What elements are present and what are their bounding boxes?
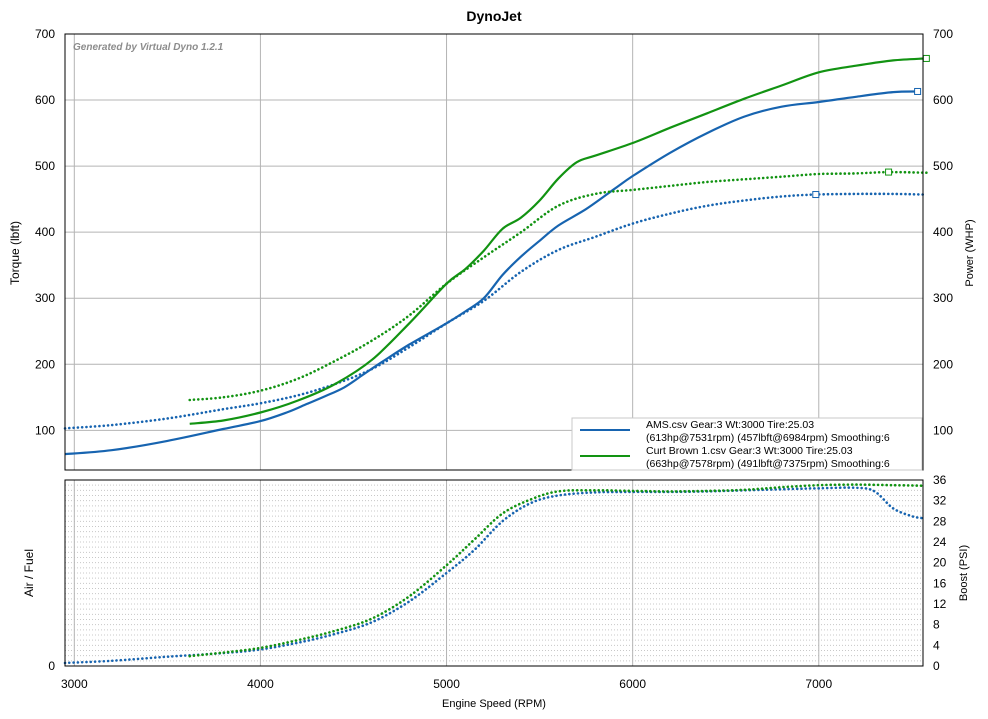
y-tick-label-right: 300 (933, 291, 953, 305)
y-axis-right-title: Boost (PSI) (958, 545, 970, 601)
series-line-boost (63, 486, 925, 665)
top-plot-area (65, 34, 923, 470)
legend-box (571, 417, 923, 471)
y-tick-label-left: 600 (35, 93, 55, 107)
legend-label: (613hp@7531rpm) (457lbft@6984rpm) Smooth… (646, 432, 890, 444)
watermark: Generated by Virtual Dyno 1.2.1 (73, 42, 224, 53)
bottom-gridlines (65, 480, 923, 666)
y-tick-label-left: 100 (35, 423, 55, 437)
y-tick-label-right: 24 (933, 535, 947, 549)
y-tick-label-right: 500 (933, 159, 953, 173)
y-tick-label-right: 400 (933, 225, 953, 239)
y-tick-label-right: 12 (933, 597, 947, 611)
y-tick-label-left: 300 (35, 291, 55, 305)
legend-label: AMS.csv Gear:3 Wt:3000 Tire:25.03 (646, 419, 814, 431)
y-axis-right-title: Power (WHP) (964, 219, 976, 286)
y-tick-label-right: 32 (933, 494, 947, 508)
legend-entry: AMS.csv Gear:3 Wt:3000 Tire:25.03 (613hp… (580, 419, 890, 444)
x-tick-label: 7000 (805, 677, 832, 691)
peak-marker (885, 168, 893, 176)
y-tick-label-right: 16 (933, 576, 947, 590)
y-tick-label-left: 500 (35, 159, 55, 173)
series-line-power (189, 57, 927, 425)
bottom-tick-labels: 0 4 8 12 16 20 24 28 32 36 0 3000 4000 5000 6000 7000 (48, 473, 946, 691)
peak-marker (812, 191, 820, 199)
y-tick-label-right: 200 (933, 357, 953, 371)
top-plot-frame (64, 33, 924, 471)
y-tick-label-right: 100 (933, 423, 953, 437)
peak-marker (914, 87, 922, 95)
peak-marker (922, 54, 930, 62)
y-tick-label-right: 36 (933, 473, 947, 487)
x-tick-label: 3000 (61, 677, 88, 691)
bottom-plot-frame (64, 479, 924, 667)
legend-label: Curt Brown 1.csv Gear:3 Wt:3000 Tire:25.… (646, 445, 853, 457)
y-tick-label-right: 700 (933, 27, 953, 41)
series-line-boost (188, 483, 925, 658)
y-tick-label-right: 28 (933, 514, 947, 528)
legend-entry: Curt Brown 1.csv Gear:3 Wt:3000 Tire:25.… (580, 445, 890, 470)
x-tick-label: 4000 (247, 677, 274, 691)
y-tick-label-right: 600 (933, 93, 953, 107)
y-tick-label-left: 200 (35, 357, 55, 371)
top-tick-labels: 100 100 200 200 300 300 400 400 500 500 600 600 700 7… (35, 27, 953, 437)
y-tick-label-right: 8 (933, 618, 940, 632)
y-axis-left-title: Torque (lbft) (8, 221, 22, 285)
torque-power-panel: 100 100 200 200 300 300 400 400 500 500 600 600 700 7… (8, 27, 976, 471)
x-axis-title: Engine Speed (RPM) (442, 698, 546, 710)
bottom-series-group (63, 483, 925, 665)
y-tick-label-right: 0 (933, 659, 940, 673)
top-series-group (63, 54, 930, 456)
legend: AMS.csv Gear:3 Wt:3000 Tire:25.03 (613hp… (571, 417, 923, 471)
y-tick-label-right: 20 (933, 556, 947, 570)
y-tick-label-left: 700 (35, 27, 55, 41)
y-tick-label-left: 0 (48, 659, 55, 673)
y-tick-label-right: 4 (933, 638, 940, 652)
chart-title: DynoJet (466, 8, 522, 24)
boost-panel: 0 4 8 12 16 20 24 28 32 36 0 3000 4000 5000 6000 7000 A… (22, 473, 970, 691)
legend-label: (663hp@7578rpm) (491lbft@7375rpm) Smooth… (646, 458, 890, 470)
x-tick-label: 5000 (433, 677, 460, 691)
y-tick-label-left: 400 (35, 225, 55, 239)
y-axis-left-title: Air / Fuel (22, 549, 36, 597)
series-line-power (64, 90, 918, 456)
x-tick-label: 6000 (619, 677, 646, 691)
